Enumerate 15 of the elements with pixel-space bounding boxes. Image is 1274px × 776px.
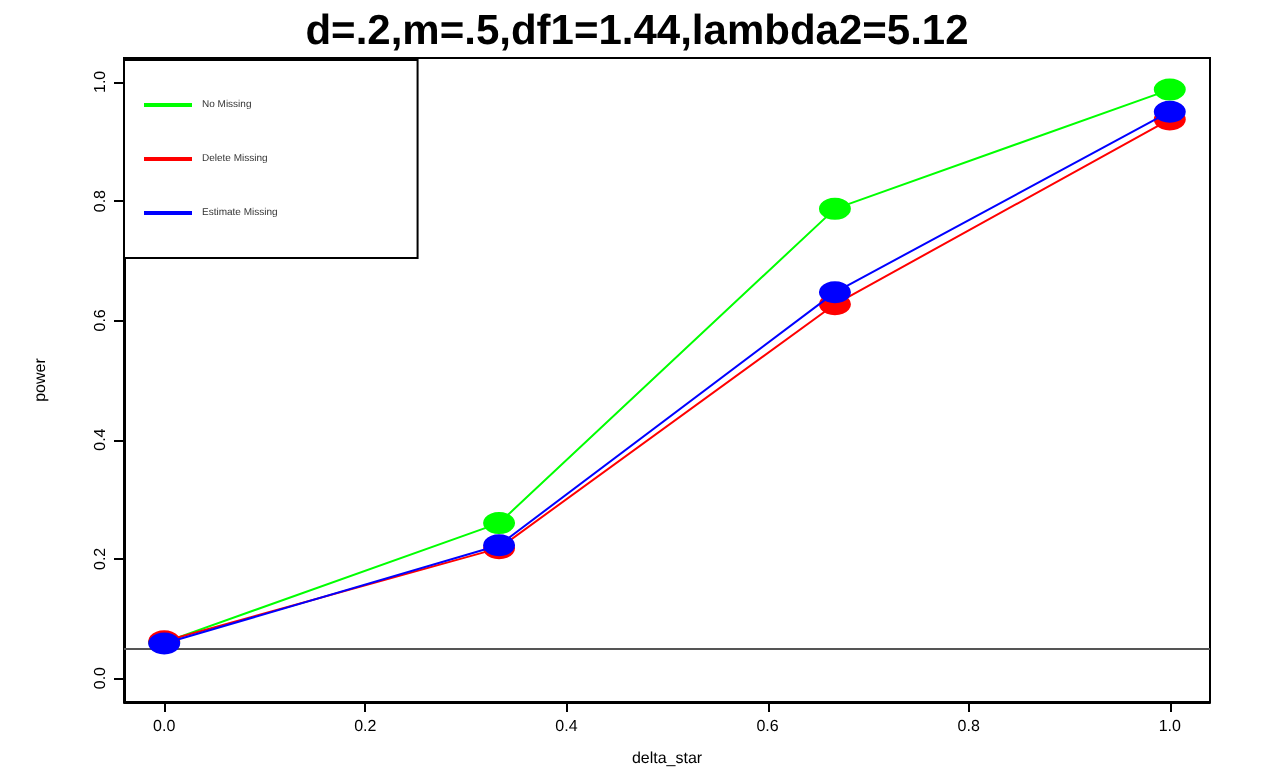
y-axis-title: power: [31, 357, 49, 402]
x-axis-title: delta_star: [631, 749, 703, 767]
y-tick-label: 0.8: [91, 188, 109, 213]
x-tick-label: 0.4: [555, 717, 579, 735]
y-tick-label: 0.0: [91, 665, 109, 690]
x-tick-label: 0.0: [153, 717, 177, 735]
x-tick-label: 0.6: [756, 717, 780, 735]
y-tick-label: 0.4: [91, 427, 109, 451]
y-tick-label: 0.6: [91, 308, 109, 332]
x-tick-label: 0.8: [957, 717, 981, 735]
y-tick-label: 0.2: [91, 546, 109, 571]
x-tick-label: 1.0: [1158, 717, 1182, 735]
y-tick-label: 1.0: [91, 69, 109, 93]
chart-title: d=.2,m=.5,df1=1.44,lambda2=5.12: [305, 8, 969, 54]
x-tick-label: 0.2: [354, 717, 378, 735]
